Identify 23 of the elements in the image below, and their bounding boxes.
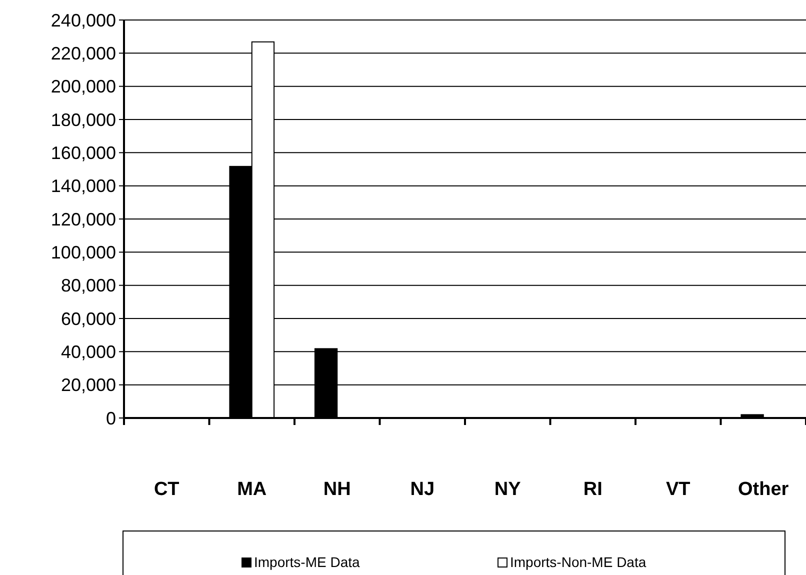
- y-tick-label: 200,000: [50, 76, 116, 97]
- y-tick-label: 240,000: [50, 10, 116, 30]
- legend-label: Imports-Non-ME Data: [510, 554, 646, 570]
- y-tick-label: 180,000: [50, 110, 116, 130]
- y-tick-label: 80,000: [60, 276, 116, 296]
- x-tick-label: NH: [323, 479, 351, 500]
- y-tick-label: 60,000: [60, 308, 116, 329]
- x-tick-label: MA: [237, 479, 267, 500]
- x-tick-label: Other: [738, 479, 790, 500]
- x-tick-label: CT: [154, 479, 180, 500]
- y-tick-label: 220,000: [50, 43, 116, 64]
- x-tick-label: RI: [583, 479, 602, 500]
- x-tick-label: NY: [494, 479, 522, 500]
- y-tick-label: 140,000: [50, 176, 116, 196]
- y-tick-label: 40,000: [60, 342, 116, 362]
- legend-label: Imports-ME Data: [254, 554, 360, 570]
- y-tick-label: 160,000: [50, 142, 116, 163]
- y-tick-label: 120,000: [50, 209, 116, 230]
- y-tick-label: 100,000: [50, 242, 116, 262]
- x-tick-label: NJ: [410, 479, 435, 500]
- y-tick-label: 0: [106, 408, 116, 428]
- y-tick-label: 20,000: [60, 375, 116, 396]
- x-tick-label: VT: [666, 479, 691, 500]
